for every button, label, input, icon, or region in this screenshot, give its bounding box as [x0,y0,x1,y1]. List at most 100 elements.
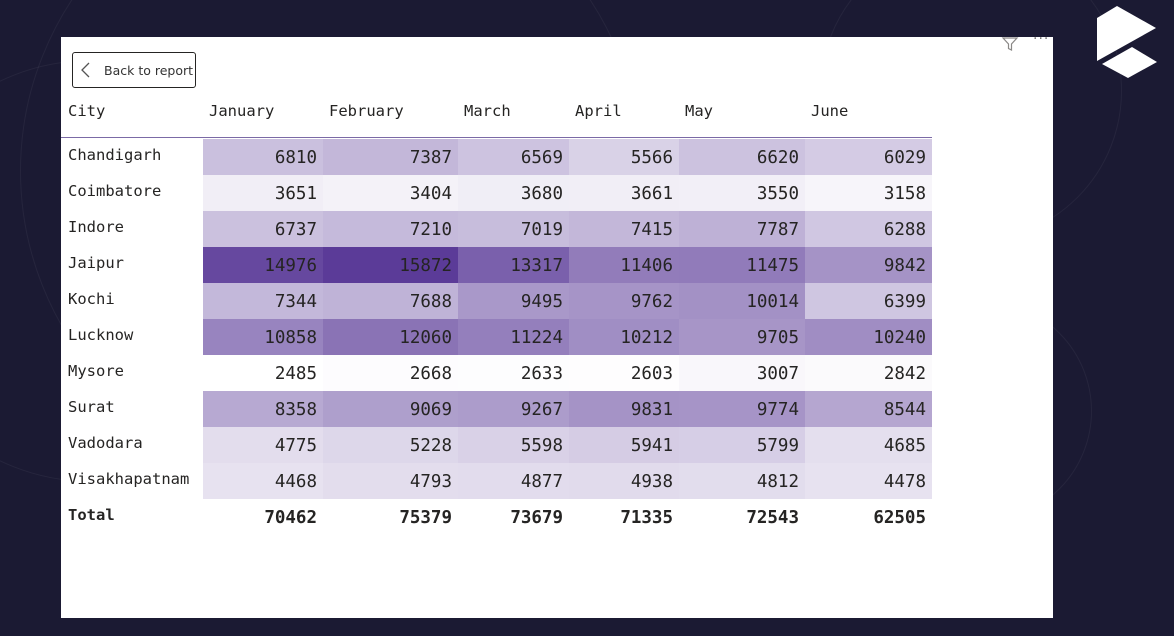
value-cell[interactable]: 6569 [458,139,569,175]
value-cell[interactable]: 9705 [679,319,805,355]
value-cell[interactable]: 2842 [805,355,932,391]
value-cell[interactable]: 7415 [569,211,679,247]
value-cell[interactable]: 10240 [805,319,932,355]
total-value-cell[interactable]: 71335 [620,508,673,528]
value-cell[interactable]: 9842 [805,247,932,283]
value-cell[interactable]: 9069 [323,391,458,427]
column-header-april[interactable]: April [575,102,622,120]
column-header-june[interactable]: June [811,102,849,120]
value-cell[interactable]: 4685 [805,427,932,463]
city-name[interactable]: Visakhapatnam [68,470,190,488]
value-cell[interactable]: 11475 [679,247,805,283]
column-header-may[interactable]: May [685,102,713,120]
city-name[interactable]: Vadodara [68,434,143,452]
value-cell[interactable]: 3007 [679,355,805,391]
value-cell[interactable]: 9762 [569,283,679,319]
city-name[interactable]: Lucknow [68,326,134,344]
value-cell[interactable]: 6620 [679,139,805,175]
value-cell[interactable]: 2485 [203,355,323,391]
column-header-city[interactable]: City [68,102,106,120]
total-value-cell[interactable]: 75379 [399,508,452,528]
value-cell[interactable]: 6810 [203,139,323,175]
city-name[interactable]: Kochi [68,290,115,308]
value-cell[interactable]: 7688 [323,283,458,319]
city-name[interactable]: Indore [68,218,124,236]
value-cell[interactable]: 5228 [323,427,458,463]
value-cell[interactable]: 3404 [323,175,458,211]
value-cell[interactable]: 7787 [679,211,805,247]
value-cell[interactable]: 6288 [805,211,932,247]
total-label[interactable]: Total [68,506,115,524]
value-cell[interactable]: 10858 [203,319,323,355]
value-cell[interactable]: 12060 [323,319,458,355]
total-row: Total 70462 75379 73679 71335 72543 62505 [61,499,932,535]
value-cell[interactable]: 7019 [458,211,569,247]
total-value-cell[interactable]: 73679 [510,508,563,528]
value-cell[interactable]: 2603 [569,355,679,391]
total-value-cell[interactable]: 62505 [873,508,926,528]
value-cell[interactable]: 5566 [569,139,679,175]
value-cell[interactable]: 15872 [323,247,458,283]
value-cell[interactable]: 4877 [458,463,569,499]
table-row: Chandigarh 6810 7387 6569 5566 6620 6029 [61,139,932,175]
value-cell[interactable]: 5598 [458,427,569,463]
column-header-february[interactable]: February [329,102,404,120]
value-cell[interactable]: 4775 [203,427,323,463]
value-cell[interactable]: 11406 [569,247,679,283]
value-cell[interactable]: 3680 [458,175,569,211]
value-cell[interactable]: 9495 [458,283,569,319]
value-cell[interactable]: 14976 [203,247,323,283]
value-cell[interactable]: 6029 [805,139,932,175]
value-cell[interactable]: 4468 [203,463,323,499]
value-cell[interactable]: 10212 [569,319,679,355]
table-row: Indore 6737 7210 7019 7415 7787 6288 [61,211,932,247]
value-cell[interactable]: 7210 [323,211,458,247]
value-cell[interactable]: 7344 [203,283,323,319]
city-name[interactable]: Surat [68,398,115,416]
value-cell[interactable]: 2633 [458,355,569,391]
value-cell[interactable]: 9831 [569,391,679,427]
value-cell[interactable]: 2668 [323,355,458,391]
value-cell[interactable]: 3651 [203,175,323,211]
value-cell[interactable]: 9774 [679,391,805,427]
value-cell[interactable]: 6737 [203,211,323,247]
column-header-march[interactable]: March [464,102,511,120]
city-name[interactable]: Jaipur [68,254,124,272]
value-cell[interactable]: 4478 [805,463,932,499]
value-cell[interactable]: 11224 [458,319,569,355]
table-row: Surat 8358 9069 9267 9831 9774 8544 [61,391,932,427]
chevron-left-icon [81,62,90,78]
value-cell[interactable]: 4938 [569,463,679,499]
table-row: Jaipur 14976 15872 13317 11406 11475 9842 [61,247,932,283]
value-cell[interactable]: 8358 [203,391,323,427]
total-value-cell[interactable]: 70462 [264,508,317,528]
value-cell[interactable]: 7387 [323,139,458,175]
value-cell[interactable]: 5799 [679,427,805,463]
value-cell[interactable]: 6399 [805,283,932,319]
table-row: Lucknow 10858 12060 11224 10212 9705 10240 [61,319,932,355]
visual-header-toolbar: ··· [1001,31,1053,51]
value-cell[interactable]: 10014 [679,283,805,319]
value-cell[interactable]: 8544 [805,391,932,427]
table-row: Coimbatore 3651 3404 3680 3661 3550 3158 [61,175,932,211]
value-cell[interactable]: 4793 [323,463,458,499]
value-cell[interactable]: 9267 [458,391,569,427]
filter-icon[interactable] [1001,37,1019,51]
matrix-header-row: City January February March April May Ju… [61,97,932,138]
value-cell[interactable]: 13317 [458,247,569,283]
city-name[interactable]: Coimbatore [68,182,162,200]
more-options-icon[interactable]: ··· [1033,31,1050,47]
city-name[interactable]: Mysore [68,362,124,380]
value-cell[interactable]: 3550 [679,175,805,211]
table-row: Vadodara 4775 5228 5598 5941 5799 4685 [61,427,932,463]
column-header-january[interactable]: January [209,102,275,120]
value-cell[interactable]: 5941 [569,427,679,463]
back-to-report-button[interactable]: Back to report [72,52,196,88]
value-cell[interactable]: 3661 [569,175,679,211]
total-value-cell[interactable]: 72543 [746,508,799,528]
city-name[interactable]: Chandigarh [68,146,162,164]
visual-panel: ··· Back to report City January February… [61,31,1053,618]
value-cell[interactable]: 4812 [679,463,805,499]
value-cell[interactable]: 3158 [805,175,932,211]
table-row: Visakhapatnam 4468 4793 4877 4938 4812 4478 [61,463,932,499]
